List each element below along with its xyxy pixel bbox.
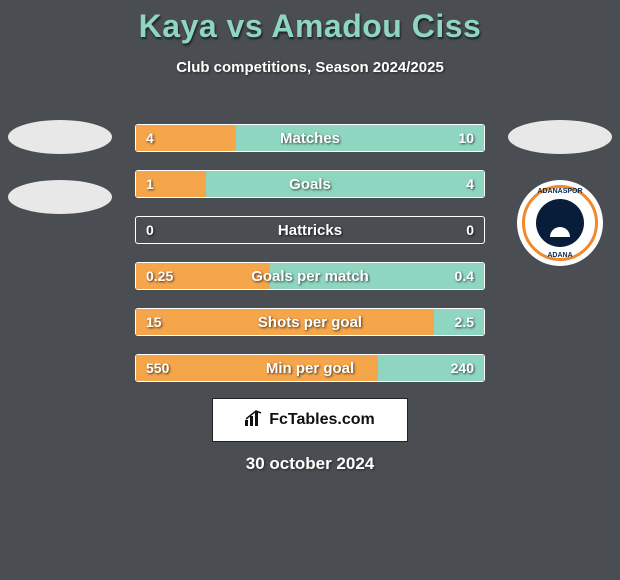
subtitle: Club competitions, Season 2024/2025	[0, 59, 620, 76]
page-title: Kaya vs Amadou Ciss	[0, 0, 620, 45]
bar-label: Goals per match	[136, 263, 484, 289]
left-team-logo-2	[8, 180, 112, 214]
brand-box: FcTables.com	[212, 398, 408, 442]
bar-label: Shots per goal	[136, 309, 484, 335]
stat-bar-goals-per-match: 0.250.4Goals per match	[135, 262, 485, 290]
bar-label: Matches	[136, 125, 484, 151]
badge-text-bottom: ADANA	[525, 252, 595, 259]
left-team-logo-1	[8, 120, 112, 154]
bar-label: Hattricks	[136, 217, 484, 243]
title-right: Amadou Ciss	[271, 8, 481, 44]
right-logos: ADANASPOR ADANA	[500, 120, 620, 266]
badge-sun-icon	[550, 227, 570, 237]
stat-bar-min-per-goal: 550240Min per goal	[135, 354, 485, 382]
badge-text-top: ADANASPOR	[525, 188, 595, 195]
stat-bar-goals: 14Goals	[135, 170, 485, 198]
stat-bar-matches: 410Matches	[135, 124, 485, 152]
adanaspor-badge: ADANASPOR ADANA	[517, 180, 603, 266]
title-vs: vs	[217, 8, 271, 44]
brand-text: FcTables.com	[269, 411, 375, 429]
stat-bar-hattricks: 00Hattricks	[135, 216, 485, 244]
stat-bar-shots-per-goal: 152.5Shots per goal	[135, 308, 485, 336]
left-logos	[0, 120, 120, 214]
chart-icon	[245, 410, 263, 431]
stat-bars: 410Matches 14Goals 00Hattricks 0.250.4Goals…	[135, 124, 485, 382]
title-left: Kaya	[139, 8, 218, 44]
bar-label: Goals	[136, 171, 484, 197]
right-team-logo-1	[508, 120, 612, 154]
date-text: 30 october 2024	[0, 454, 620, 474]
bar-label: Min per goal	[136, 355, 484, 381]
